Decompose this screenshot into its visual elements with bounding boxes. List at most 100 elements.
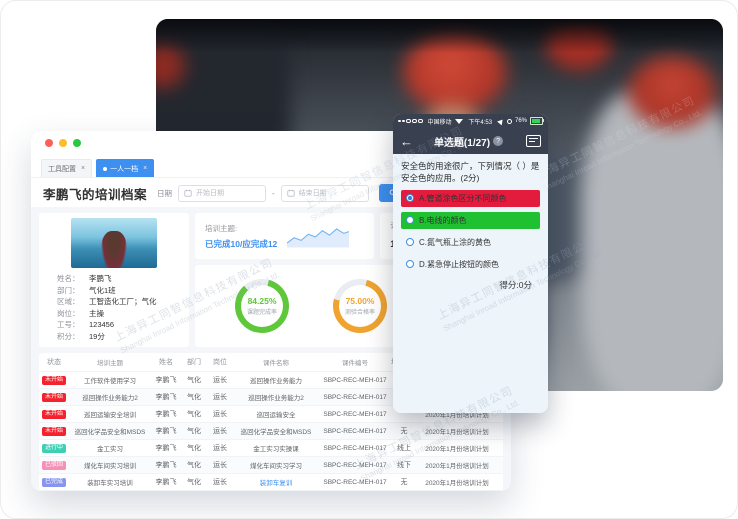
minimize-window-button[interactable]: [59, 139, 67, 147]
phone-nav-bar: ← 单选题(1/27) ?: [393, 128, 548, 154]
quiz-option[interactable]: A.管道涂色区分不同颜色: [401, 189, 540, 207]
plan-cell: 2020年1月份培训计划: [425, 446, 489, 453]
page-title: 李鹏飞的培训档案: [43, 187, 148, 202]
status-badge: 未开始: [41, 409, 66, 419]
close-window-button[interactable]: [45, 139, 53, 147]
name-cell: 李鹏飞: [155, 411, 177, 418]
course-cell: 巡回操作业务能力: [250, 378, 302, 385]
code-cell: SBPC-REC-MEH-017: [323, 393, 387, 401]
table-row[interactable]: 未开始 巡回运输安全培训 李鹏飞 气化 运长 巡回运输安全 SBPC-REC-MEH-017…: [39, 406, 503, 423]
donut-value: 75.00%: [345, 296, 375, 306]
action-link[interactable]: 查看: [497, 426, 503, 436]
topic-cell: 巡回运输安全培训: [84, 412, 136, 419]
profile-field-label: 区域：: [57, 297, 80, 306]
calendar-icon: [184, 189, 192, 197]
table-row[interactable]: 已驳回 煤化车间实习培训 李鹏飞 气化 运长 煤化车间实习学习 SBPC-REC-MEH-0…: [39, 457, 503, 474]
profile-fields: 姓名： 李鹏飞 部门： 气化1班 区域： 工智造化工厂；气化 岗位： 主操 工号： 123456 积…: [39, 273, 189, 342]
status-cell: 已完成: [39, 477, 69, 487]
profile-field-value: 123456: [89, 320, 115, 329]
close-icon[interactable]: ×: [81, 165, 86, 172]
donut-hole: 75.00% 测验合格率: [339, 285, 381, 327]
code-cell: SBPC-REC-MEH-017: [323, 410, 387, 418]
post-cell: 运长: [213, 462, 227, 469]
plan-cell: 2020年1月份培训计划: [425, 412, 489, 419]
name-cell: 李鹏飞: [155, 428, 177, 435]
profile-card: 姓名： 李鹏飞 部门： 气化1班 区域： 工智造化工厂；气化 岗位： 主操 工号： 123456 积…: [39, 213, 189, 347]
dept-cell: 气化: [187, 428, 201, 435]
action-link[interactable]: 取消: [497, 477, 503, 487]
quiz-title: 单选题(1/27): [433, 137, 491, 149]
status-badge: 未开始: [41, 426, 66, 436]
end-date-input[interactable]: 结束日期: [280, 184, 369, 202]
date-filter-label: 日期: [157, 188, 173, 198]
table-row[interactable]: 未开始 巡回化学品安全和MSDS 李鹏飞 气化 运长 巡回化学品安全和MSDS SBPC-R…: [39, 423, 503, 440]
training-table: 状态培训主题姓名部门岗位课件名称课件编号培训方式培训计划操作 未开始工作软件使用…: [39, 353, 503, 491]
close-icon[interactable]: ×: [143, 165, 148, 172]
action-link[interactable]: 取消: [497, 443, 503, 453]
plan-cell: 2020年1月份培训计划: [425, 463, 489, 470]
signal-strength-icon: [398, 118, 423, 124]
radio-icon[interactable]: [406, 260, 414, 269]
status-cell: 未开始: [39, 426, 69, 436]
profile-field: 部门： 气化1班: [39, 285, 189, 297]
radio-icon[interactable]: [406, 238, 414, 247]
status-cell: 未开始: [39, 409, 69, 419]
name-cell: 李鹏飞: [155, 394, 177, 401]
tab-一人一档[interactable]: 一人一档 ×: [96, 159, 155, 177]
course-cell[interactable]: 装卸车复训: [259, 480, 293, 487]
question-text: 安全色的用途很广，下列情况（ ）是安全色的应用。(2分): [401, 161, 540, 183]
table-row[interactable]: 进行中 金工实习 李鹏飞 气化 运长 金工实习实操课 SBPC-REC-MEH-017 线上 2…: [39, 440, 503, 457]
status-cell: 已驳回: [39, 460, 69, 470]
profile-field-value: 气化1班: [89, 285, 116, 295]
table-row[interactable]: 未开始 巡回操作业务能力2 李鹏飞 气化 运长 巡回操作业务能力2 SBPC-REC-MEH…: [39, 389, 503, 406]
status-badge: 进行中: [41, 443, 66, 453]
help-icon[interactable]: ?: [493, 136, 504, 146]
quiz-option[interactable]: B.电线的颜色: [401, 211, 540, 229]
date-range-separator: -: [272, 188, 275, 198]
quiz-option[interactable]: D.紧急停止按钮的颜色: [401, 256, 540, 273]
profile-field-label: 部门：: [57, 285, 80, 295]
radio-icon[interactable]: [406, 194, 414, 203]
tab-active-dot-icon: [103, 166, 108, 171]
phone-screen: 中国移动 下午4:53 76% ← 单选题(1/27) ? 安全色的用途很广，下…: [393, 114, 548, 413]
trend-sparkline: [287, 228, 350, 248]
post-cell: 运长: [213, 394, 227, 401]
start-date-placeholder: 开始日期: [196, 190, 225, 197]
topic-cell: 装卸车实习培训: [87, 480, 133, 487]
start-date-input[interactable]: 开始日期: [178, 184, 267, 202]
table-body: 未开始 工作软件使用学习 李鹏飞 气化 运长 巡回操作业务能力 SBPC-REC-MEH-0…: [39, 372, 503, 491]
topic-cell: 工作软件使用学习: [84, 378, 136, 385]
donut-value: 84.25%: [247, 296, 277, 306]
battery-icon: [530, 117, 544, 125]
training-topic-card: 培训主题: 已完成10/应完成12: [195, 213, 375, 259]
column-header: 状态: [47, 359, 61, 366]
answer-sheet-icon[interactable]: [526, 135, 541, 147]
location-icon: [497, 117, 505, 125]
radio-icon[interactable]: [406, 216, 414, 225]
tab-label: 工具配置: [48, 165, 76, 173]
profile-field-value: 李鹏飞: [89, 274, 112, 283]
table-row[interactable]: 已完成 装卸车实习培训 李鹏飞 气化 运长 装卸车复训 SBPC-REC-MEH-017 无 2…: [39, 474, 503, 491]
status-badge: 已驳回: [41, 460, 66, 470]
maximize-window-button[interactable]: [73, 139, 81, 147]
post-cell: 运长: [213, 479, 227, 486]
battery-percent-label: 76%: [514, 118, 527, 124]
back-button[interactable]: ←: [400, 133, 413, 149]
course-cell: 巡回运输安全: [256, 412, 296, 419]
tab-label: 一人一档: [110, 165, 139, 173]
tab-bar: 工具配置 × 一人一档 ×: [31, 155, 511, 178]
status-badge: 未开始: [41, 392, 66, 402]
status-cell: 进行中: [39, 443, 69, 453]
desktop-window: 工具配置×一人一档× 李鹏飞的培训档案 日期 开始日期 - 结束日期 查询: [31, 131, 511, 491]
quiz-option[interactable]: C.氮气瓶上涂的黄色: [401, 234, 540, 251]
option-label: B.电线的颜色: [419, 215, 467, 225]
option-label: A.管道涂色区分不同颜色: [419, 193, 507, 203]
action-link[interactable]: 取消: [497, 460, 503, 470]
post-cell: 运长: [213, 445, 227, 452]
method-cell: 线上: [397, 445, 411, 452]
dept-cell: 气化: [187, 462, 201, 469]
employee-avatar: [71, 218, 157, 268]
profile-field-label: 姓名：: [57, 274, 80, 283]
tab-工具配置[interactable]: 工具配置 ×: [41, 159, 93, 177]
